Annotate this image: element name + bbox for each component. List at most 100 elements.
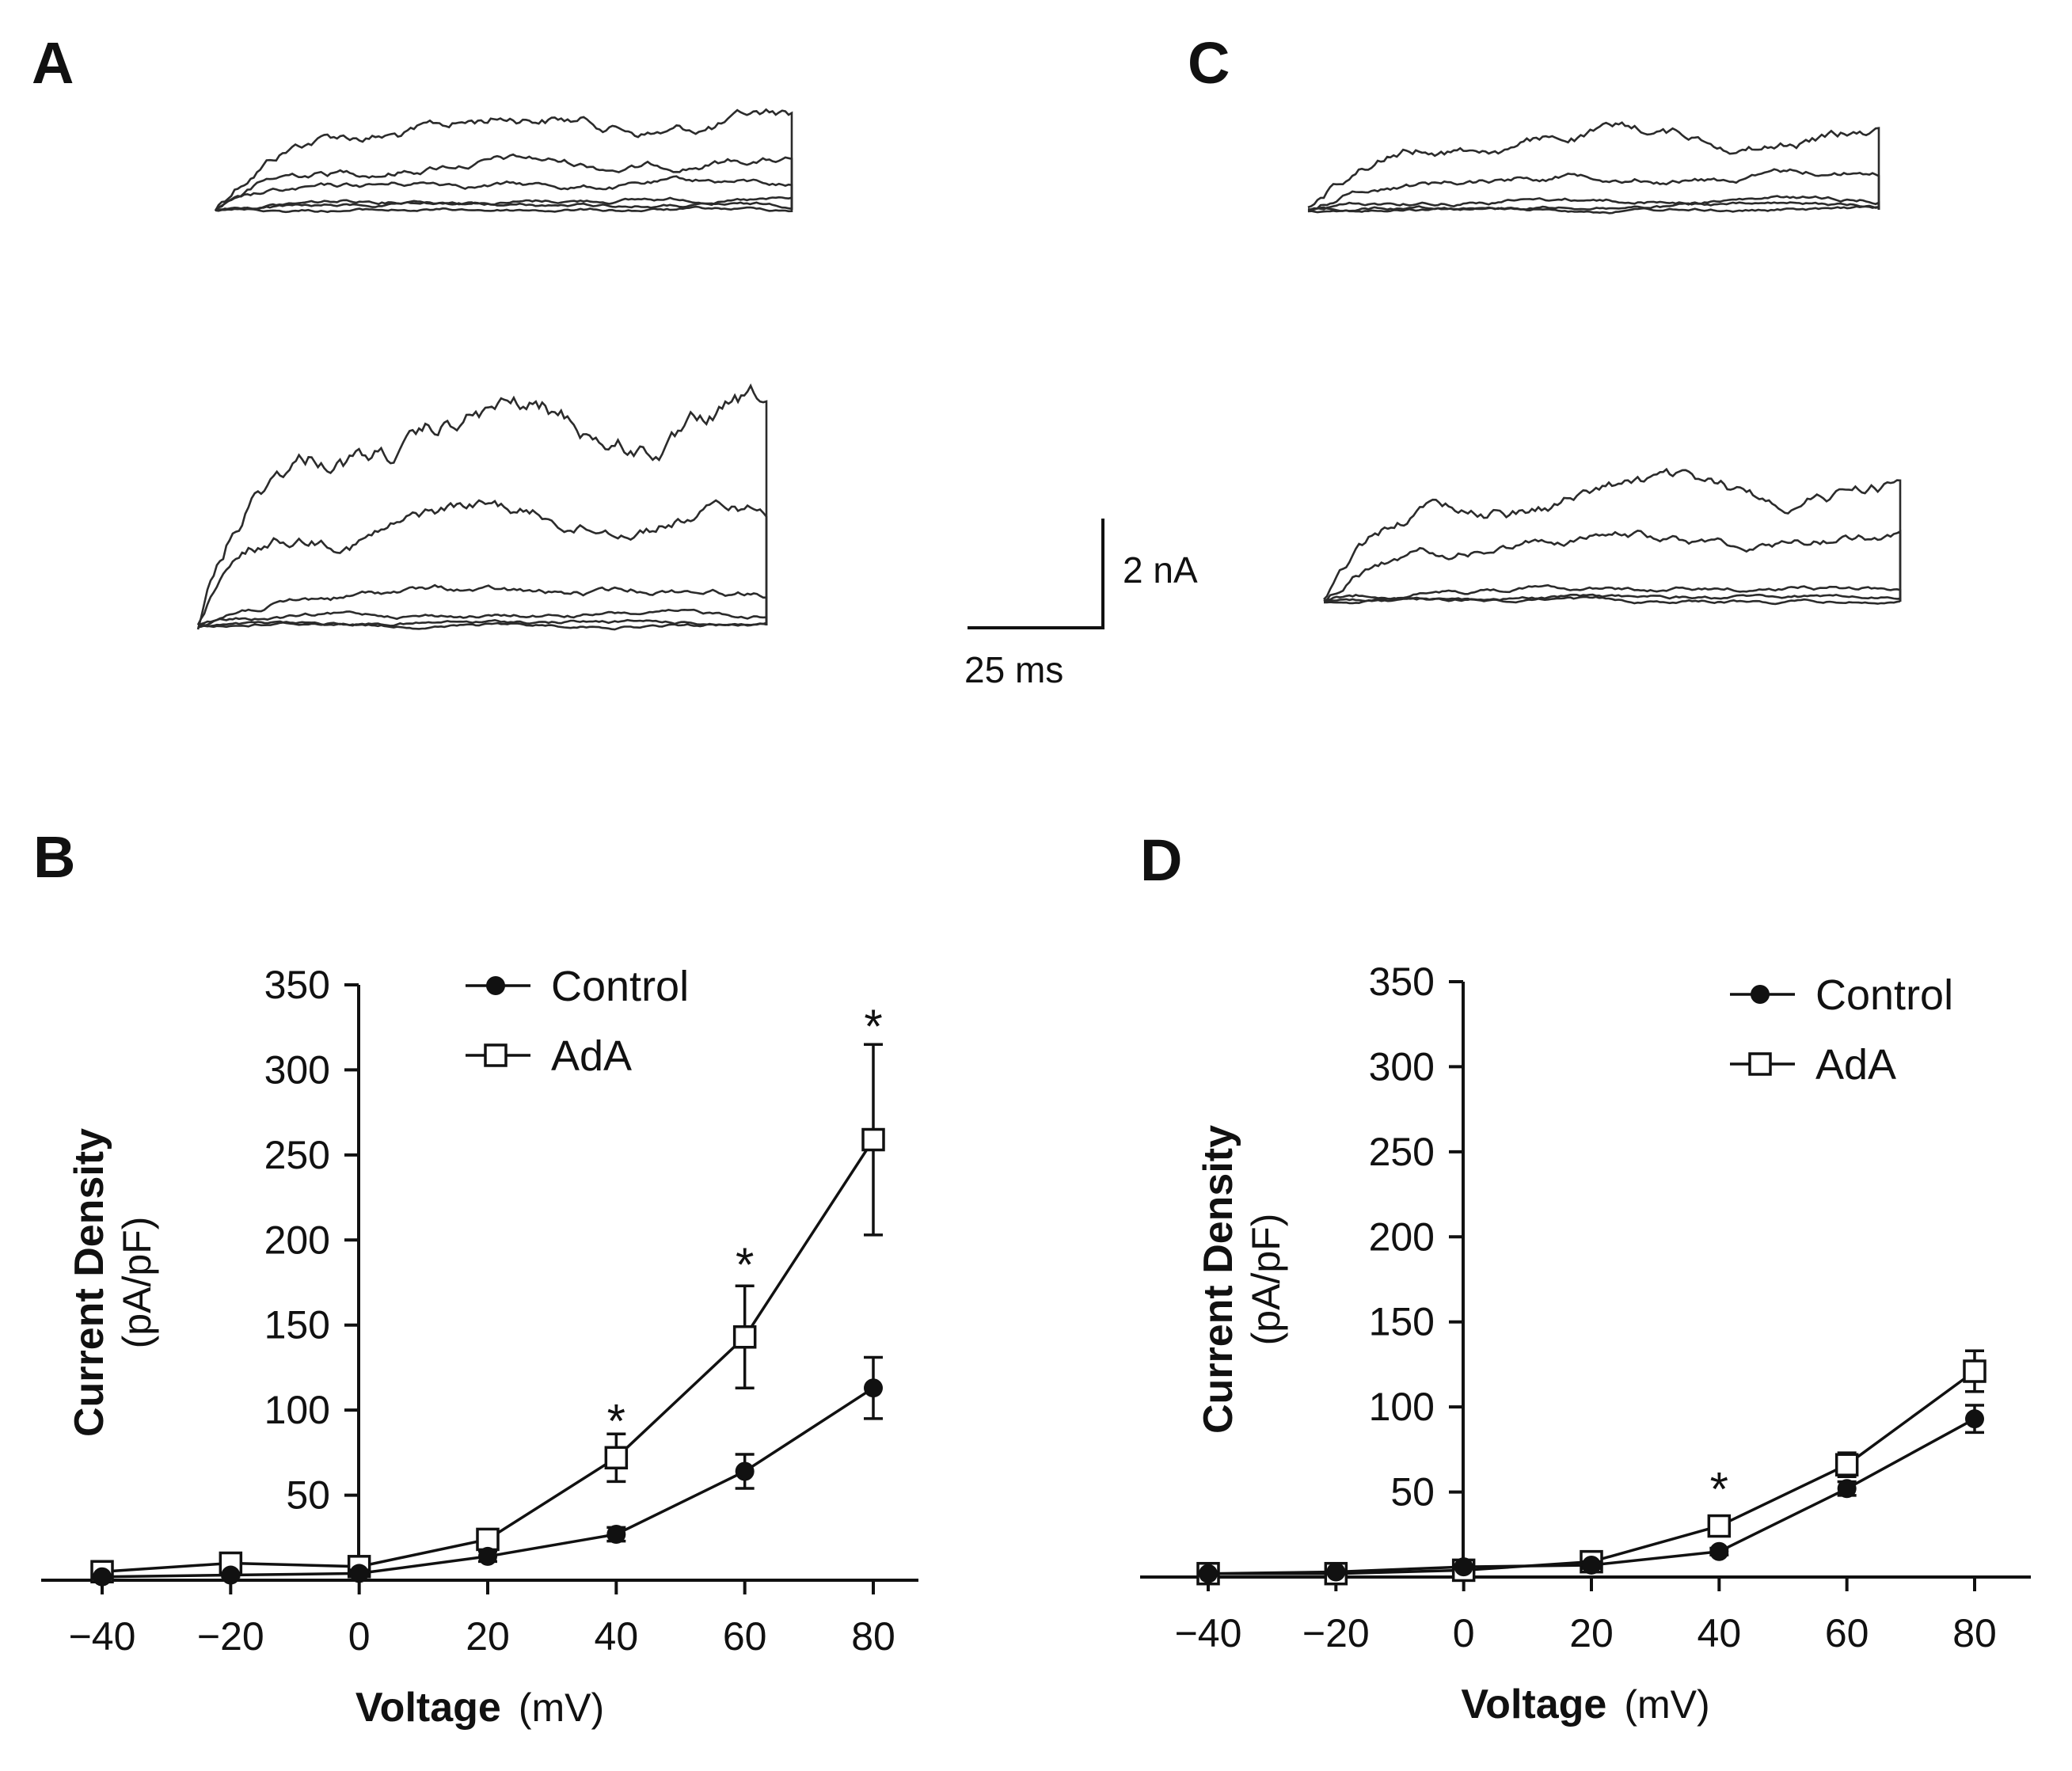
trace-a-bottom-3: [197, 608, 768, 626]
panel-letter-d: D: [1140, 827, 1182, 893]
point-control: [1326, 1562, 1346, 1582]
point-control: [864, 1378, 883, 1398]
y-axis-label-bold: Current Density: [1196, 1125, 1241, 1434]
x-tick-label: −20: [197, 1614, 264, 1659]
x-axis-label: Voltage (mV): [1461, 1682, 1709, 1727]
y-tick-label: 350: [1369, 960, 1435, 1004]
x-tick-label: 40: [595, 1614, 639, 1659]
panel-letter-b: B: [33, 824, 75, 890]
y-axis-label-unit: (pA/pF): [1244, 1214, 1288, 1346]
y-tick-label: 350: [264, 963, 330, 1007]
significance-star: *: [1710, 1463, 1728, 1516]
y-tick-label: 200: [1369, 1214, 1435, 1259]
legend-marker-ada: [1748, 1052, 1772, 1076]
trace-c-top-1: [1307, 168, 1880, 213]
panel-letter-c: C: [1188, 30, 1230, 96]
legend-label-ada: AdA: [1815, 1041, 1896, 1089]
y-tick-label: 100: [264, 1388, 330, 1432]
significance-star: *: [864, 1000, 882, 1053]
trace-a-bottom-2: [197, 583, 768, 629]
y-axis-label-unit: (pA/pF): [115, 1217, 159, 1349]
legend-marker-ada: [484, 1043, 508, 1067]
y-tick-label: 250: [1369, 1130, 1435, 1174]
legend-marker-control: [486, 976, 505, 995]
y-tick-label: 50: [286, 1473, 330, 1518]
series-line-ada: [1208, 1370, 1976, 1575]
point-control: [1837, 1479, 1857, 1499]
scale-bar-current-label: 2 nA: [1123, 549, 1198, 591]
significance-star: *: [607, 1394, 625, 1447]
y-tick-label: 300: [1369, 1044, 1435, 1089]
panel-letter-a: A: [32, 30, 74, 96]
x-tick-label: 0: [1453, 1611, 1475, 1655]
point-ada: [476, 1527, 500, 1552]
point-control: [1454, 1557, 1473, 1577]
trace-a-top-1: [215, 153, 793, 212]
x-tick-label: 20: [466, 1614, 510, 1659]
legend-label-ada: AdA: [551, 1032, 632, 1080]
point-control: [735, 1461, 755, 1481]
x-tick-label: −20: [1302, 1611, 1370, 1655]
x-tick-label: 0: [348, 1614, 371, 1659]
trace-c-top-0: [1307, 121, 1880, 210]
point-control: [606, 1524, 626, 1544]
point-ada: [604, 1446, 629, 1470]
trace-a-top-0: [214, 108, 793, 212]
legend: Control AdA: [466, 963, 689, 1080]
y-tick-label: 300: [264, 1047, 330, 1092]
point-control: [349, 1564, 369, 1583]
trace-c-top-3: [1307, 201, 1880, 212]
y-tick-label: 150: [1369, 1300, 1435, 1344]
x-axis-label-bold: Voltage: [355, 1685, 501, 1731]
point-control: [1582, 1555, 1601, 1575]
x-tick-label: 60: [1825, 1611, 1869, 1655]
current-traces: [196, 108, 1902, 631]
trace-c-bottom-1: [1323, 529, 1902, 602]
trace-a-top-5: [215, 205, 793, 214]
x-tick-label: 60: [723, 1614, 767, 1659]
point-control: [478, 1546, 497, 1566]
x-tick-label: −40: [1175, 1611, 1242, 1655]
point-ada: [1707, 1514, 1732, 1538]
scale-bar-time-label: 25 ms: [964, 649, 1063, 690]
y-tick-label: 150: [264, 1303, 330, 1347]
y-tick-label: 100: [1369, 1385, 1435, 1429]
scale-bar: 2 nA 25 ms: [964, 519, 1198, 690]
y-axis-label-bold: Current Density: [67, 1128, 112, 1437]
point-ada: [1963, 1359, 1986, 1383]
trace-a-top-3: [215, 196, 793, 211]
series-line-ada: [101, 1138, 875, 1574]
point-ada: [732, 1325, 757, 1349]
point-control: [1965, 1409, 1984, 1429]
x-tick-label: 40: [1698, 1611, 1742, 1655]
x-axis-label-bold: Voltage: [1461, 1682, 1606, 1727]
trace-a-top-4: [215, 200, 793, 211]
trace-a-top-2: [215, 175, 793, 211]
trace-a-bottom-0: [196, 383, 768, 630]
x-axis-label: Voltage (mV): [355, 1685, 604, 1731]
trace-c-bottom-4: [1323, 595, 1902, 606]
trace-c-top-4: [1307, 204, 1880, 215]
point-control: [93, 1567, 112, 1587]
trace-c-bottom-2: [1323, 583, 1902, 602]
x-tick-label: −40: [69, 1614, 136, 1659]
trace-a-bottom-1: [196, 499, 768, 625]
x-axis-label-unit: (mV): [1624, 1682, 1709, 1727]
point-control: [1199, 1564, 1218, 1583]
legend-label-control: Control: [551, 963, 689, 1010]
legend-marker-control: [1751, 985, 1770, 1004]
y-tick-label: 200: [264, 1218, 330, 1262]
legend-label-control: Control: [1815, 971, 1953, 1019]
chart-d: −40 −20 0 20 40 60 80 50 100 150 200 250 300 350 Volta…: [1140, 960, 2031, 1727]
point-ada: [1834, 1453, 1859, 1476]
x-axis-label-unit: (mV): [519, 1685, 604, 1730]
significance-star: *: [736, 1238, 754, 1291]
x-tick-label: 80: [1952, 1611, 1997, 1655]
x-tick-label: 80: [851, 1614, 895, 1659]
trace-c-bottom-0: [1323, 467, 1902, 602]
point-ada: [861, 1127, 885, 1152]
y-tick-label: 250: [264, 1133, 330, 1177]
x-tick-label: 20: [1569, 1611, 1614, 1655]
point-control: [221, 1565, 241, 1585]
